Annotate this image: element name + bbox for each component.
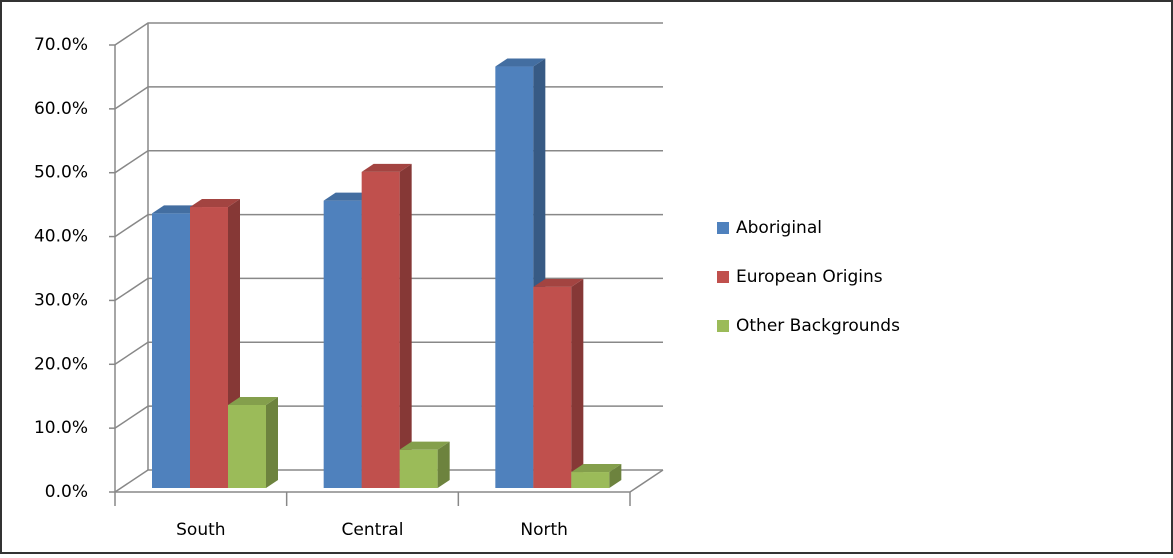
bar: [152, 213, 190, 488]
x-tick-label: North: [520, 520, 568, 540]
legend-label: European Origins: [736, 267, 883, 287]
grid-line: [114, 277, 663, 302]
bar-top: [190, 199, 240, 208]
legend-label: Aboriginal: [736, 218, 822, 238]
y-tick-label: 40.0%: [34, 227, 88, 247]
bar: [533, 286, 572, 488]
y-tick-label: 50.0%: [34, 163, 88, 183]
bar: [190, 207, 228, 488]
legend-swatch: [717, 222, 729, 234]
bar-top: [495, 58, 546, 67]
x-tick-label: South: [176, 520, 225, 540]
grid-line: [114, 149, 663, 174]
legend-swatch: [717, 271, 729, 283]
bar-top: [399, 441, 450, 450]
y-tick-label: 10.0%: [34, 418, 88, 438]
bar-top: [323, 192, 374, 201]
bar: [361, 171, 400, 488]
y-tick-label: 30.0%: [34, 290, 88, 310]
x-tick-label: Central: [342, 520, 404, 540]
legend-label: Other Backgrounds: [736, 316, 900, 336]
grid-line: [114, 22, 663, 46]
grid-line: [114, 469, 663, 493]
bar: [323, 200, 362, 488]
bar-top: [361, 163, 412, 172]
y-tick-label: 70.0%: [34, 35, 88, 55]
bar: [228, 404, 266, 488]
grid-line: [114, 86, 663, 110]
bar-side: [266, 396, 278, 488]
y-tick-label: 60.0%: [34, 99, 88, 119]
bar-top: [533, 278, 584, 287]
bar-side: [437, 441, 450, 488]
y-tick-label: 20.0%: [34, 354, 88, 374]
bar-top: [228, 396, 278, 405]
bar: [571, 472, 610, 488]
grid-line: [114, 213, 663, 238]
legend-swatch: [717, 320, 729, 332]
bar-top: [571, 464, 622, 473]
bar: [495, 66, 534, 489]
bar-side: [571, 278, 584, 488]
bar-top: [152, 205, 202, 214]
y-tick-label: 0.0%: [45, 482, 88, 502]
bar-side: [609, 464, 622, 488]
grid-line: [114, 341, 663, 365]
bar-side: [399, 163, 412, 488]
bar: [399, 449, 438, 488]
grid-line: [114, 405, 663, 429]
